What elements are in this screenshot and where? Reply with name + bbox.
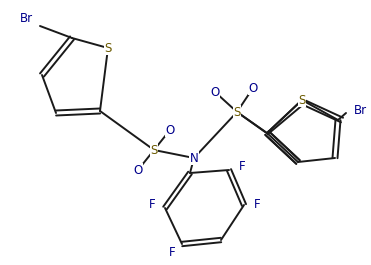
Text: F: F <box>254 198 260 211</box>
Text: O: O <box>248 82 257 95</box>
Text: F: F <box>149 198 155 211</box>
Text: S: S <box>150 144 158 157</box>
Text: N: N <box>190 152 198 165</box>
Text: Br: Br <box>354 104 367 117</box>
Text: O: O <box>165 123 175 136</box>
Text: O: O <box>210 86 220 99</box>
Text: F: F <box>239 161 245 174</box>
Text: F: F <box>169 245 175 258</box>
Text: S: S <box>298 94 306 107</box>
Text: O: O <box>134 164 142 176</box>
Text: Br: Br <box>19 11 33 24</box>
Text: S: S <box>104 42 112 55</box>
Text: S: S <box>233 105 241 118</box>
